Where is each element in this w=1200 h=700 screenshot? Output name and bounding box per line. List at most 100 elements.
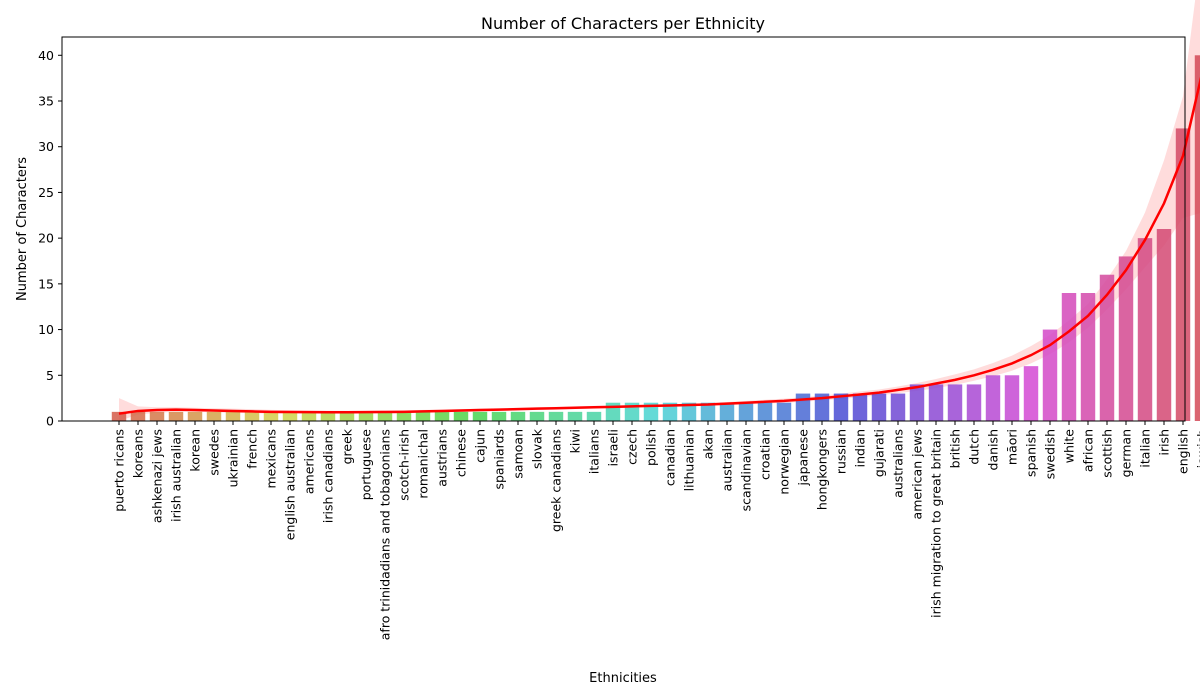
x-tick-label: māori — [1005, 429, 1020, 465]
x-tick-label: croatian — [758, 429, 773, 480]
bar-jewish — [1194, 55, 1200, 421]
confidence-band — [119, 0, 1200, 421]
bar-irish — [1156, 229, 1172, 421]
bar-english — [1175, 128, 1191, 421]
bar-white — [1061, 293, 1077, 421]
x-tick-label: cajun — [473, 429, 488, 463]
x-tick-label: irish canadians — [321, 429, 336, 523]
bar-irish-migration-to-great-britain — [928, 384, 944, 421]
x-tick-label: americans — [302, 429, 317, 494]
x-tick-label: koreans — [131, 429, 146, 478]
bar-gujarati — [871, 393, 887, 421]
plot-frame — [61, 36, 1186, 422]
y-tick-label: 25 — [38, 185, 54, 200]
bar-koreans — [130, 411, 146, 421]
x-tick-label: greek — [340, 428, 355, 464]
bar-british — [947, 384, 963, 421]
y-tick-label: 30 — [38, 139, 54, 154]
y-ticks-layer: 0 5 10 15 20 25 30 35 40 — [38, 48, 62, 429]
x-tick-label: hongkongers — [815, 429, 830, 510]
x-tick-label: puerto ricans — [112, 429, 127, 512]
bar-romanichal — [415, 411, 431, 421]
bar-swedes — [206, 411, 222, 421]
bar-scottish — [1099, 274, 1115, 421]
x-tick-label: italian — [1138, 429, 1153, 468]
bar-kiwi — [567, 411, 583, 421]
bar-austrians — [434, 411, 450, 421]
x-tick-label: greek canadians — [549, 429, 564, 532]
x-tick-label: akan — [701, 429, 716, 459]
x-tick-label: chinese — [454, 429, 469, 477]
bar-spanish — [1023, 366, 1039, 421]
bar-mexicans — [263, 411, 279, 421]
x-tick-label: afro trinidadians and tobagonians — [378, 429, 393, 640]
bar-māori — [1004, 375, 1020, 421]
bar-scandinavian — [738, 402, 754, 421]
bar-dutch — [966, 384, 982, 421]
bar-irish-australian — [168, 411, 184, 421]
bars-layer — [111, 55, 1200, 421]
x-tick-label: slovak — [530, 428, 545, 469]
x-tick-label: german — [1119, 429, 1134, 477]
x-tick-label: italians — [587, 429, 602, 474]
y-tick-label: 5 — [46, 368, 54, 383]
bar-irish-canadians — [320, 411, 336, 421]
x-tick-label: french — [245, 429, 260, 469]
x-tick-label: norwegian — [777, 429, 792, 495]
bar-hongkongers — [814, 393, 830, 421]
x-tick-label: japanese — [796, 429, 811, 487]
x-tick-label: israeli — [606, 429, 621, 466]
bar-ashkenazi-jews — [149, 411, 165, 421]
bar-ukrainian — [225, 411, 241, 421]
bar-african — [1080, 293, 1096, 421]
x-tick-label: irish australian — [169, 429, 184, 522]
bar-portuguese — [358, 411, 374, 421]
bar-americans — [301, 411, 317, 421]
bar-indian — [852, 393, 868, 421]
x-tick-label: mexicans — [264, 429, 279, 489]
x-tick-label: irish — [1157, 429, 1172, 456]
bar-samoan — [510, 411, 526, 421]
x-axis-label: Ethnicities — [589, 671, 657, 686]
bar-lithuanian — [681, 402, 697, 421]
x-tick-label: czech — [625, 429, 640, 465]
x-ticks-layer: puerto ricans koreans ashkenazi jews irish … — [112, 421, 1200, 640]
x-tick-label: portuguese — [359, 429, 374, 501]
x-tick-label: irish migration to great britain — [929, 429, 944, 618]
x-tick-label: swedes — [207, 429, 222, 476]
bar-australian — [719, 402, 735, 421]
x-tick-label: english — [1176, 429, 1191, 474]
x-tick-label: indian — [853, 429, 868, 467]
bar-scotch-irish — [396, 411, 412, 421]
y-tick-label: 15 — [38, 276, 54, 291]
bar-polish — [643, 402, 659, 421]
y-tick-label: 10 — [38, 322, 54, 337]
x-tick-label: scotch-irish — [397, 429, 412, 501]
y-tick-label: 20 — [38, 231, 54, 246]
x-tick-label: korean — [188, 429, 203, 472]
bar-israeli — [605, 402, 621, 421]
bar-greek-canadians — [548, 411, 564, 421]
x-tick-label: russian — [834, 429, 849, 474]
bar-french — [244, 411, 260, 421]
bar-greek — [339, 411, 355, 421]
bar-norwegian — [776, 402, 792, 421]
chart-title: Number of Characters per Ethnicity — [481, 14, 765, 33]
bar-american-jews — [909, 384, 925, 421]
x-tick-label: polish — [644, 429, 659, 466]
bar-spaniards — [491, 411, 507, 421]
y-tick-label: 40 — [38, 48, 54, 63]
x-tick-label: dutch — [967, 429, 982, 465]
x-tick-label: scandinavian — [739, 429, 754, 511]
bar-akan — [700, 402, 716, 421]
x-tick-label: american jews — [910, 429, 925, 519]
x-tick-label: scottish — [1100, 429, 1115, 478]
x-tick-label: kiwi — [568, 429, 583, 453]
bar-russian — [833, 393, 849, 421]
x-tick-label: spanish — [1024, 429, 1039, 477]
x-tick-label: canadian — [663, 429, 678, 486]
bar-swedish — [1042, 329, 1058, 421]
x-tick-label: samoan — [511, 429, 526, 479]
bar-german — [1118, 256, 1134, 421]
